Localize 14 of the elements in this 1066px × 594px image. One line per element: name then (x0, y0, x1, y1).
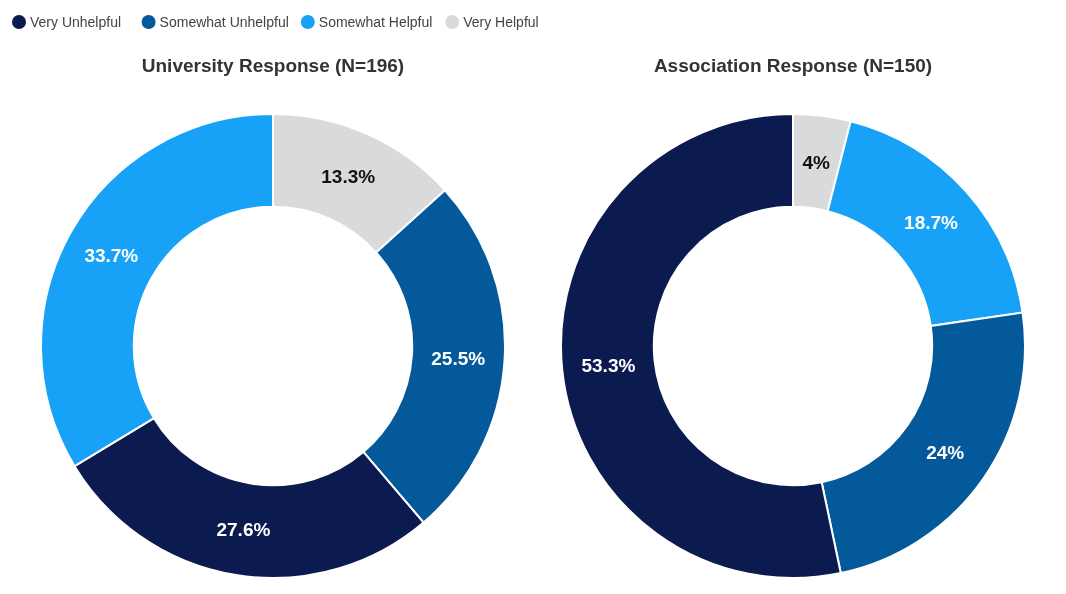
legend-label: Somewhat Unhelpful (159, 14, 289, 30)
data-label: 24% (926, 441, 965, 463)
data-label: 27.6% (216, 518, 271, 540)
chart-title: University Response (N=196) (141, 55, 405, 76)
data-label: 33.7% (84, 244, 139, 266)
text: Association Response (N=150) (653, 55, 933, 76)
legend-label: Very Unhelpful (30, 14, 122, 30)
legend-label: Somewhat Helpful (318, 14, 433, 30)
legend-label: Very Helpful (463, 14, 539, 30)
data-label: 53.3% (581, 354, 636, 376)
data-label: 25.5% (431, 347, 486, 369)
data-label: 4% (802, 151, 831, 173)
data-label: 18.7% (904, 211, 959, 233)
data-label: 13.3% (321, 165, 376, 187)
